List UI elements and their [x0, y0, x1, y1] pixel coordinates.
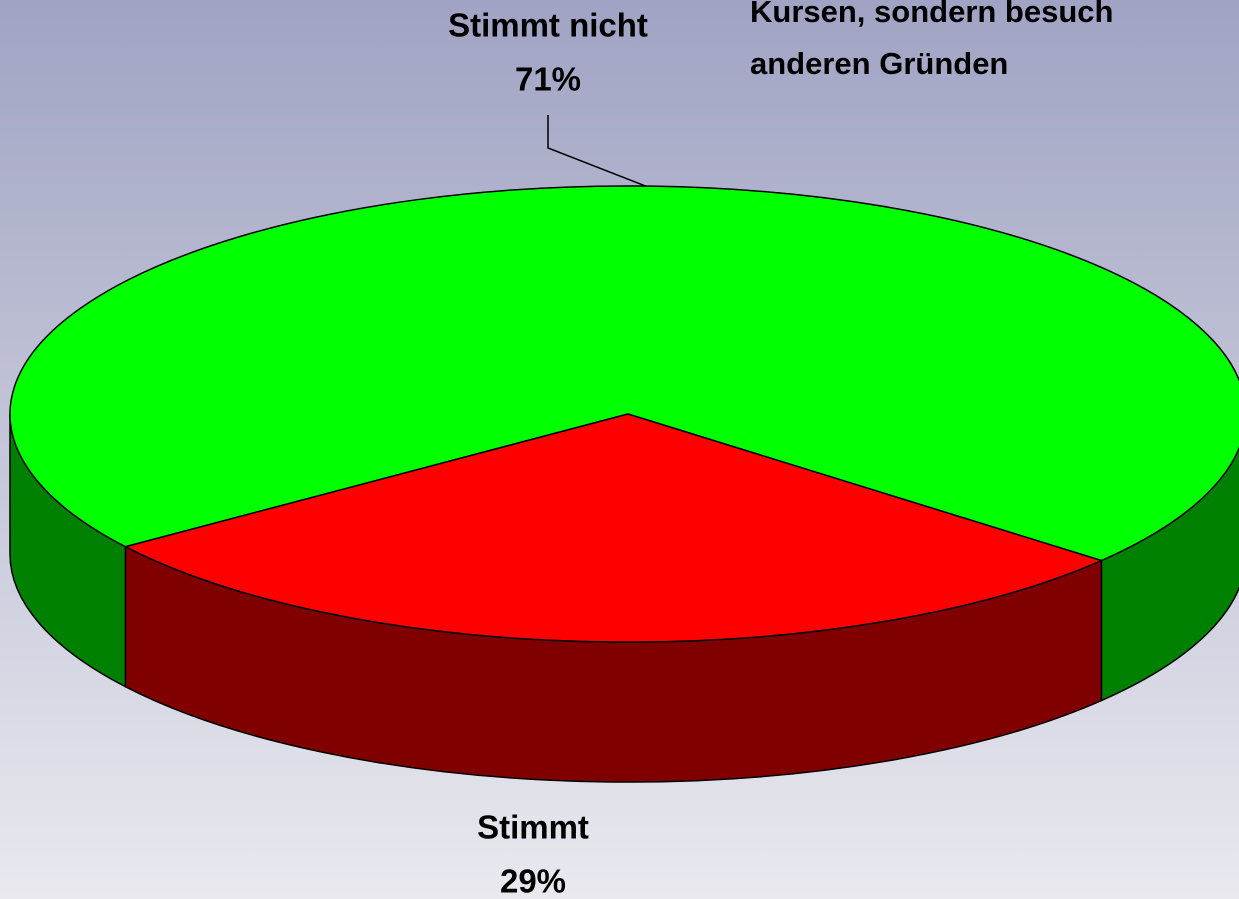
pie-slice	[9, 185, 1239, 562]
title-line: Kursen, sondern besuch	[750, 0, 1113, 29]
slice-value-label: 29%	[500, 863, 566, 899]
leader-line	[547, 115, 649, 188]
title-line: anderen Gründen	[750, 46, 1008, 81]
slice-label: Stimmt	[477, 809, 589, 846]
slice-value-label: 71%	[515, 61, 581, 98]
pie-slice	[123, 413, 1104, 643]
slice-label: Stimmt nicht	[448, 7, 648, 44]
